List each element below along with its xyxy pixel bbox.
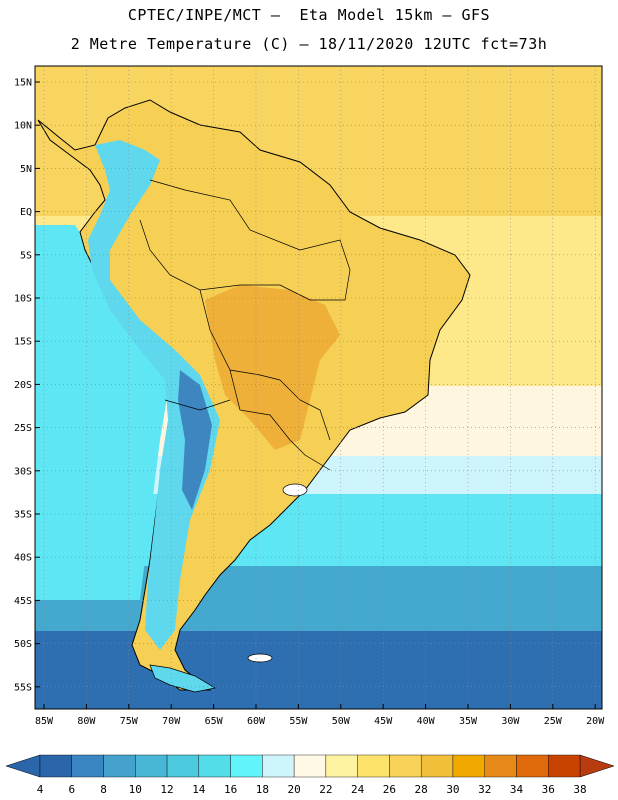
colorbar-swatch (166, 754, 200, 778)
map-title-source: CPTEC/INPE/MCT – Eta Model 15km – GFS (127, 6, 491, 24)
colorbar-label: 20 (287, 783, 300, 796)
lon-label: 30W (501, 716, 520, 727)
colorbar-label: 6 (68, 783, 75, 796)
colorbar-swatch (103, 754, 136, 778)
colorbar-swatch (389, 754, 422, 778)
lat-label: 30S (14, 466, 32, 477)
colorbar-swatch (516, 754, 549, 778)
lat-label: 15S (14, 337, 32, 348)
colorbar-label: 32 (478, 783, 491, 796)
country-border (199, 289, 331, 441)
lagoa-dos-patos (282, 483, 308, 497)
colorbar-max-arrow (579, 754, 615, 778)
colorbar-swatch (420, 754, 454, 778)
colorbar-label: 28 (415, 783, 428, 796)
colorbar-swatch (357, 754, 390, 778)
tierra-del-fuego (149, 664, 216, 693)
colorbar-swatch (325, 754, 358, 778)
lon-label: 55W (289, 716, 308, 727)
colorbar-swatch (262, 754, 295, 778)
lat-label: 25S (14, 423, 32, 434)
latitude-axis: 15N 10N 5N EQ 5S 10S 15S 20S 25S 30S 35S 40S 45S 50S 5… (14, 78, 40, 693)
lon-label: 75W (120, 716, 139, 727)
hot-interior (205, 285, 340, 450)
colorbar-label: 10 (129, 783, 142, 796)
map-frame (34, 65, 603, 710)
lon-label: 50W (332, 716, 351, 727)
pacific-cool-wedge (35, 225, 170, 600)
lat-label: 15N (14, 78, 32, 89)
lon-label: 35W (459, 716, 478, 727)
colorbar-label: 14 (192, 783, 206, 796)
colorbar-label: 18 (256, 783, 269, 796)
colorbar-label: 24 (351, 783, 365, 796)
lat-label: 35S (14, 510, 32, 521)
colorbar-label: 8 (100, 783, 107, 796)
colorbar-swatch (198, 754, 231, 778)
colorbar-swatch (293, 754, 327, 778)
country-border (139, 179, 351, 301)
lat-label: 40S (14, 553, 32, 564)
andes-cool-strip (88, 140, 220, 650)
lon-label: 65W (205, 716, 224, 727)
lon-label: 45W (374, 716, 393, 727)
colorbar-swatch (548, 754, 581, 778)
colorbar-label: 38 (573, 783, 586, 796)
lon-label: 20W (586, 716, 605, 727)
colorbar-label: 16 (224, 783, 237, 796)
lat-label: 55S (14, 682, 32, 693)
lon-label: 80W (77, 716, 96, 727)
colorbar-swatch (39, 754, 72, 778)
lon-label: 60W (247, 716, 266, 727)
colorbar-swatch (452, 754, 485, 778)
lon-label: 25W (544, 716, 563, 727)
longitude-axis: 85W 80W 75W 70W 65W 60W 55W 50W 45W 40W 35W 30W 25W 2… (35, 704, 605, 727)
lat-label: 50S (14, 639, 32, 650)
colorbar-label: 4 (37, 783, 44, 796)
lon-label: 70W (162, 716, 181, 727)
country-border (164, 399, 231, 411)
lat-label: 5N (20, 164, 32, 175)
lon-label: 85W (35, 716, 54, 727)
lat-label: 5S (20, 250, 32, 261)
andes-high-core (178, 370, 212, 510)
colorbar: 4 6 8 10 12 14 16 18 20 22 24 26 28 30 32 34 36 38 (5, 754, 615, 796)
colorbar-label: 30 (446, 783, 459, 796)
colorbar-swatch (71, 754, 104, 778)
colorbar-swatch (135, 754, 168, 778)
lat-label: EQ (20, 207, 32, 218)
colorbar-label: 22 (319, 783, 332, 796)
map-field (35, 66, 602, 709)
lat-label: 45S (14, 596, 32, 607)
falkland-islands (247, 653, 273, 663)
colorbar-label: 12 (160, 783, 173, 796)
colorbar-min-arrow (5, 754, 41, 778)
lat-label: 10N (14, 121, 32, 132)
lat-label: 20S (14, 380, 32, 391)
lon-label: 40W (417, 716, 436, 727)
graticule (35, 66, 602, 709)
colorbar-label: 36 (542, 783, 555, 796)
colorbar-label: 26 (383, 783, 396, 796)
colorbar-swatch (484, 754, 517, 778)
colorbar-label: 34 (510, 783, 524, 796)
lat-label: 10S (14, 294, 32, 305)
map-title-variable: 2 Metre Temperature (C) – 18/11/2020 12U… (70, 35, 548, 53)
colorbar-swatch (230, 754, 263, 778)
